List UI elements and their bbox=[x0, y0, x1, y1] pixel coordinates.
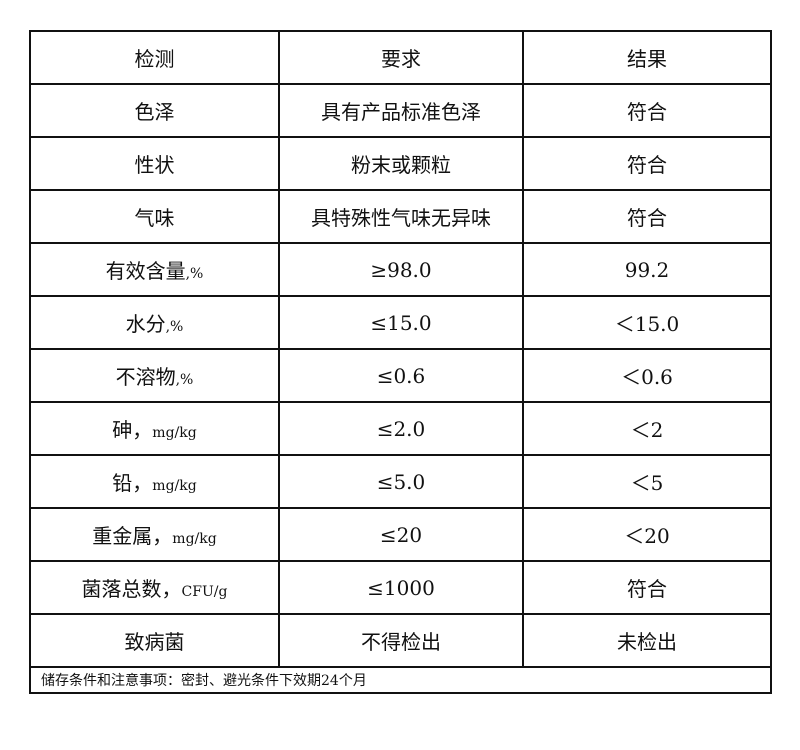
item-unit: ,% bbox=[175, 372, 194, 388]
test-item: 水分,% bbox=[29, 295, 280, 350]
item-name: 致病菌 bbox=[124, 630, 185, 654]
item-unit: CFU/g bbox=[181, 584, 228, 600]
item-unit: ,% bbox=[165, 319, 184, 335]
test-item: 致病菌 bbox=[29, 613, 280, 668]
result-cell: 99.2 bbox=[522, 242, 772, 297]
result-cell: 符合 bbox=[522, 560, 772, 615]
table-row: 气味 具特殊性气味无异味 符合 bbox=[29, 189, 772, 244]
table-row: 有效含量,% ≥98.0 99.2 bbox=[29, 242, 772, 297]
inspection-table: 检测 要求 结果 色泽 具有产品标准色泽 符合 性状 粉末或颗粒 符合 气味 具特殊性气味无异… bbox=[29, 30, 772, 694]
requirement-cell: ≤20 bbox=[278, 507, 524, 562]
requirement-cell: ≤0.6 bbox=[278, 348, 524, 403]
table-row: 铅，mg/kg ≤5.0 ＜5 bbox=[29, 454, 772, 509]
test-item: 重金属，mg/kg bbox=[29, 507, 280, 562]
requirement-cell: 具特殊性气味无异味 bbox=[278, 189, 524, 244]
test-item: 有效含量,% bbox=[29, 242, 280, 297]
result-cell: 符合 bbox=[522, 189, 772, 244]
table-row: 砷，mg/kg ≤2.0 ＜2 bbox=[29, 401, 772, 456]
item-name: 色泽 bbox=[134, 100, 175, 124]
item-name: 重金属， bbox=[92, 524, 173, 548]
test-item: 不溶物,% bbox=[29, 348, 280, 403]
result-cell: ＜15.0 bbox=[522, 295, 772, 350]
header-row: 检测 要求 结果 bbox=[29, 30, 772, 85]
requirement-cell: 不得检出 bbox=[278, 613, 524, 668]
table-row: 水分,% ≤15.0 ＜15.0 bbox=[29, 295, 772, 350]
item-name: 砷， bbox=[112, 418, 153, 442]
item-unit: mg/kg bbox=[152, 478, 197, 494]
item-unit: mg/kg bbox=[152, 425, 197, 441]
result-cell: 未检出 bbox=[522, 613, 772, 668]
item-unit: mg/kg bbox=[172, 531, 217, 547]
table-row: 致病菌 不得检出 未检出 bbox=[29, 613, 772, 668]
test-item: 性状 bbox=[29, 136, 280, 191]
test-item: 气味 bbox=[29, 189, 280, 244]
table-row: 菌落总数，CFU/g ≤1000 符合 bbox=[29, 560, 772, 615]
header-result: 结果 bbox=[522, 30, 772, 85]
requirement-cell: ≤1000 bbox=[278, 560, 524, 615]
table-row: 色泽 具有产品标准色泽 符合 bbox=[29, 83, 772, 138]
requirement-cell: ≤2.0 bbox=[278, 401, 524, 456]
header-test: 检测 bbox=[29, 30, 280, 85]
requirement-cell: ≥98.0 bbox=[278, 242, 524, 297]
result-cell: ＜2 bbox=[522, 401, 772, 456]
item-unit: ,% bbox=[185, 266, 204, 282]
requirement-cell: 粉末或颗粒 bbox=[278, 136, 524, 191]
result-cell: 符合 bbox=[522, 136, 772, 191]
table-row: 重金属，mg/kg ≤20 ＜20 bbox=[29, 507, 772, 562]
item-name: 菌落总数， bbox=[81, 577, 182, 601]
item-name: 水分 bbox=[125, 312, 166, 336]
requirement-cell: ≤5.0 bbox=[278, 454, 524, 509]
test-item: 砷，mg/kg bbox=[29, 401, 280, 456]
storage-note: 储存条件和注意事项：密封、避光条件下效期24个月 bbox=[29, 666, 772, 694]
test-item: 色泽 bbox=[29, 83, 280, 138]
table-row: 不溶物,% ≤0.6 ＜0.6 bbox=[29, 348, 772, 403]
result-cell: ＜0.6 bbox=[522, 348, 772, 403]
test-item: 菌落总数，CFU/g bbox=[29, 560, 280, 615]
item-name: 气味 bbox=[134, 206, 175, 230]
requirement-cell: ≤15.0 bbox=[278, 295, 524, 350]
result-cell: ＜5 bbox=[522, 454, 772, 509]
requirement-cell: 具有产品标准色泽 bbox=[278, 83, 524, 138]
item-name: 有效含量 bbox=[105, 259, 186, 283]
table-row: 性状 粉末或颗粒 符合 bbox=[29, 136, 772, 191]
header-requirement: 要求 bbox=[278, 30, 524, 85]
item-name: 铅， bbox=[112, 471, 153, 495]
footer-row: 储存条件和注意事项：密封、避光条件下效期24个月 bbox=[29, 666, 772, 694]
test-item: 铅，mg/kg bbox=[29, 454, 280, 509]
result-cell: ＜20 bbox=[522, 507, 772, 562]
item-name: 性状 bbox=[134, 153, 175, 177]
item-name: 不溶物 bbox=[115, 365, 176, 389]
result-cell: 符合 bbox=[522, 83, 772, 138]
